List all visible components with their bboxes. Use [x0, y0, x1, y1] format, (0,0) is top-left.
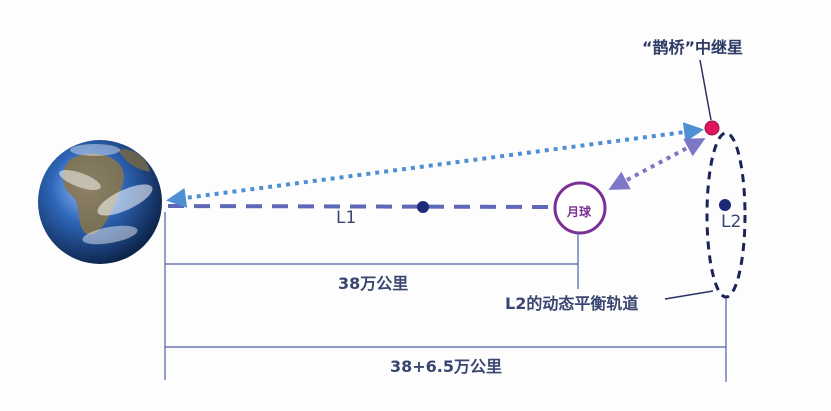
relay-moon-link	[608, 138, 706, 190]
earth-relay-link	[166, 122, 704, 208]
earth-moon-axis	[167, 204, 555, 209]
relay-satellite	[704, 120, 720, 136]
dimension-lines	[164, 212, 727, 382]
relay-leader	[699, 59, 712, 121]
earth	[38, 140, 162, 264]
orbit-leader	[664, 290, 714, 300]
relay-satellite-label: “鹊桥”中继星	[642, 38, 744, 57]
halo-orbit-label: L2的动态平衡轨道	[505, 294, 639, 313]
moon-label: 月球	[567, 205, 592, 219]
earth-moon-distance-label: 38万公里	[338, 274, 409, 293]
l2-point	[719, 199, 731, 211]
l1-point	[417, 201, 429, 213]
halo-orbit	[705, 131, 747, 299]
l2-label: L2	[721, 212, 742, 232]
total-distance-label: 38+6.5万公里	[390, 357, 503, 376]
l1-label: L1	[336, 208, 357, 228]
